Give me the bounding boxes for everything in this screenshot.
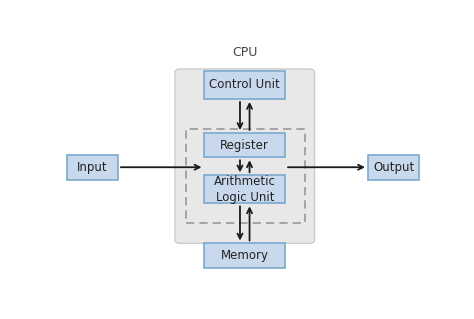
FancyBboxPatch shape bbox=[175, 69, 315, 243]
Bar bbox=[186, 129, 305, 223]
Text: Arithmetic
Logic Unit: Arithmetic Logic Unit bbox=[214, 175, 276, 204]
FancyBboxPatch shape bbox=[204, 133, 285, 157]
Text: Memory: Memory bbox=[221, 249, 269, 262]
FancyBboxPatch shape bbox=[204, 175, 285, 204]
Text: Output: Output bbox=[373, 161, 414, 174]
FancyBboxPatch shape bbox=[204, 71, 285, 99]
Text: Input: Input bbox=[77, 161, 108, 174]
Text: CPU: CPU bbox=[232, 46, 257, 59]
Text: Control Unit: Control Unit bbox=[210, 78, 280, 92]
FancyBboxPatch shape bbox=[204, 243, 285, 268]
FancyBboxPatch shape bbox=[66, 155, 118, 180]
FancyBboxPatch shape bbox=[368, 155, 419, 180]
Text: Register: Register bbox=[220, 139, 269, 152]
